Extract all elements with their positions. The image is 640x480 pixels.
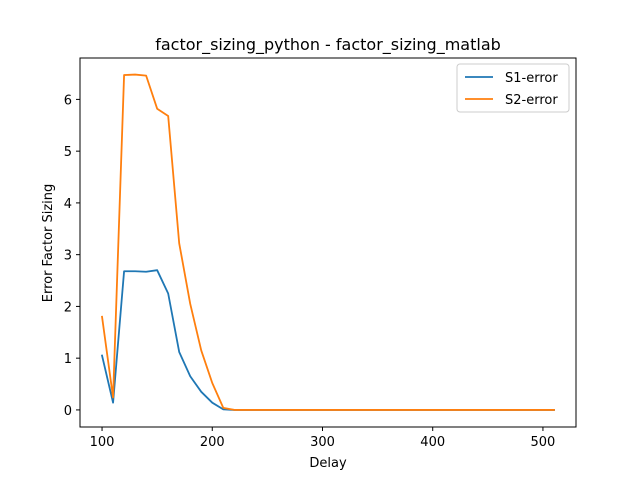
x-tick-label: 200 [200,435,225,450]
y-tick-label: 0 [64,404,72,419]
y-tick-label: 2 [64,300,72,315]
x-tick-label: 100 [90,435,115,450]
legend-label: S1-error [505,71,558,86]
x-tick-label: 300 [310,435,335,450]
axes-frame [79,57,577,428]
x-tick-label: 400 [420,435,445,450]
x-axis: 100 200 300 400 500 [90,427,556,450]
y-axis: 0 1 2 3 4 5 6 [64,93,80,419]
chart-title: factor_sizing_python - factor_sizing_mat… [155,35,501,55]
y-tick-label: 5 [64,145,72,160]
x-axis-label: Delay [309,456,347,471]
y-tick-label: 6 [64,93,72,108]
y-tick-label: 1 [64,352,72,367]
x-tick-label: 500 [531,435,556,450]
y-tick-label: 4 [64,197,72,212]
y-tick-label: 3 [64,249,72,264]
legend: S1-error S2-error [456,63,570,113]
legend-label: S2-error [505,93,558,108]
plot-area [100,73,555,411]
legend-box [456,63,570,113]
y-axis-label: Error Factor Sizing [41,184,56,303]
series-line-2 [101,73,555,411]
